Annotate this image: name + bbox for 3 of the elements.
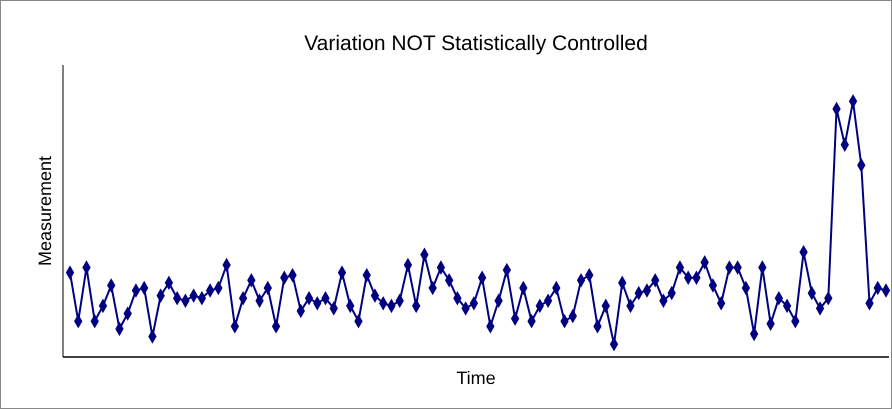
x-axis-title: Time: [456, 368, 496, 388]
y-axis-title: Measurement: [35, 156, 55, 266]
chart-title: Variation NOT Statistically Controlled: [304, 32, 648, 55]
